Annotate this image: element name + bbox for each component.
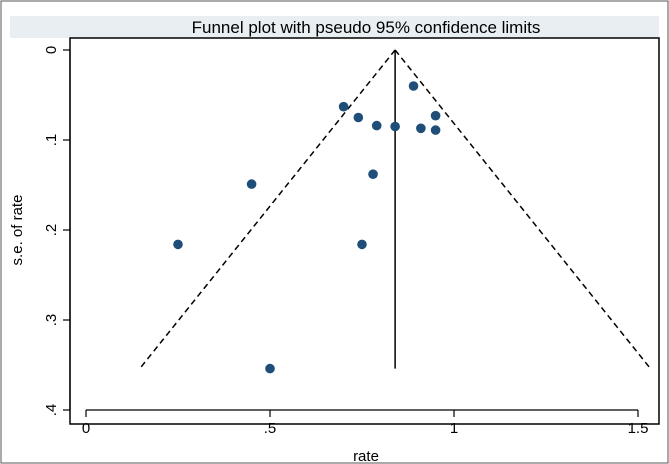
x-axis-ticks: 0 .5 1 1.5 — [82, 410, 649, 437]
data-point — [390, 121, 400, 132]
y-axis-label: s.e. of rate — [9, 195, 26, 266]
x-tick-label: 1.5 — [628, 420, 649, 437]
data-points — [173, 81, 441, 374]
pseudo-ci-left-line — [138, 49, 396, 370]
data-point — [265, 363, 275, 374]
data-point — [371, 120, 382, 131]
data-point — [416, 123, 426, 134]
plot-area-border — [69, 37, 660, 425]
title-band — [10, 16, 659, 38]
y-tick-label: 0 — [43, 46, 60, 54]
y-tick-label: .2 — [43, 224, 60, 237]
y-tick-label: .4 — [43, 404, 60, 417]
y-tick-label: .1 — [43, 134, 60, 147]
data-point — [353, 112, 364, 123]
data-point — [246, 179, 257, 189]
x-tick-label: 0 — [82, 420, 90, 437]
x-tick-label: 1 — [450, 420, 458, 437]
y-axis-ticks: 0 .1 .2 .3 .4 — [43, 46, 70, 416]
data-point — [430, 110, 441, 121]
data-point — [173, 239, 183, 250]
x-axis-label: rate — [353, 448, 379, 464]
data-point — [338, 101, 349, 112]
y-tick-label: .3 — [43, 314, 60, 327]
data-point — [357, 239, 367, 250]
data-point — [408, 81, 419, 91]
pseudo-ci-right-line — [394, 49, 652, 370]
chart-title: Funnel plot with pseudo 95% confidence l… — [192, 18, 541, 37]
data-point — [368, 169, 378, 179]
data-point — [430, 125, 441, 135]
x-tick-label: .5 — [264, 420, 277, 437]
